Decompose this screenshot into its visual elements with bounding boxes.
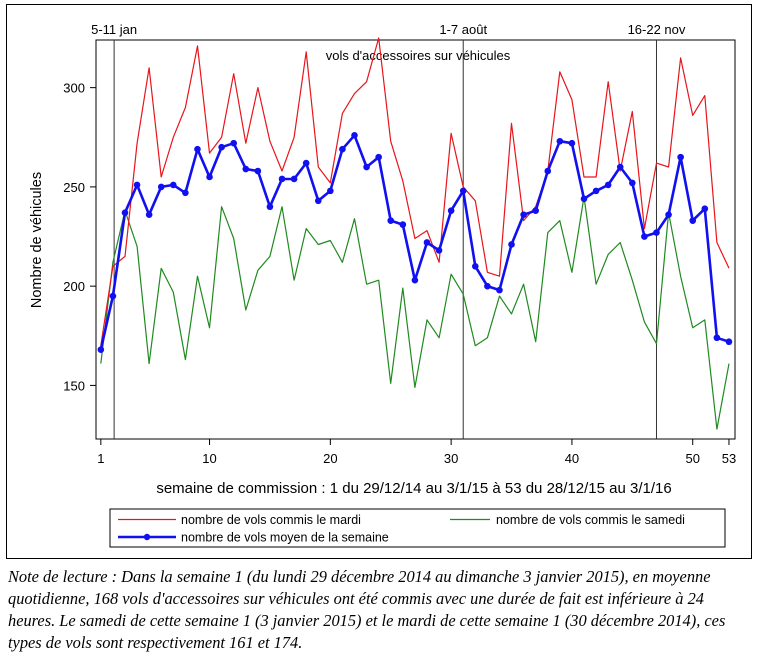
series-point <box>206 173 213 181</box>
x-tick-label: 53 <box>722 451 736 466</box>
series-point <box>508 241 515 248</box>
series-point <box>399 221 407 228</box>
series-point <box>242 165 250 173</box>
series-point <box>375 153 382 161</box>
y-tick-label: 300 <box>63 81 85 96</box>
series-point <box>459 187 467 195</box>
series-layer <box>97 37 733 430</box>
legend-label-moyenne: nombre de vols moyen de la semaine <box>181 531 389 545</box>
x-tick-label: 10 <box>202 451 216 466</box>
series-line-1 <box>100 196 730 430</box>
y-tick-label: 250 <box>63 180 85 195</box>
reference-label: 16-22 nov <box>628 22 686 37</box>
series-point <box>109 292 117 300</box>
y-tick-label: 200 <box>63 279 85 294</box>
series-point <box>471 262 479 270</box>
series-point <box>604 181 612 189</box>
series-point <box>387 217 395 224</box>
x-tick-label: 50 <box>685 451 699 466</box>
reading-note: Note de lecture : Dans la semaine 1 (du … <box>8 567 726 652</box>
legend-label-mardi: nombre de vols commis le mardi <box>181 513 361 527</box>
series-point <box>266 203 274 211</box>
series-point <box>194 145 201 153</box>
series-point <box>423 239 431 246</box>
x-tick-label: 20 <box>323 451 337 466</box>
y-axis-label: Nombre de véhicules <box>29 172 45 308</box>
series-point <box>677 153 684 161</box>
series-point <box>339 145 346 153</box>
series-point <box>314 197 322 205</box>
series-point <box>484 282 491 290</box>
series-point <box>254 167 262 175</box>
x-tick-label: 30 <box>444 451 458 466</box>
series-point <box>290 175 298 183</box>
reference-label: 5-11 jan <box>91 22 137 37</box>
series-point <box>121 209 129 217</box>
series-point <box>544 167 552 175</box>
series-point <box>278 175 286 183</box>
chart-title: vols d'accessoires sur véhicules <box>326 48 511 63</box>
series-line-0 <box>100 37 730 346</box>
series-point <box>351 131 358 139</box>
series-point <box>665 211 672 218</box>
series-point <box>411 276 419 284</box>
series-point <box>145 211 153 218</box>
series-point <box>327 187 334 195</box>
series-point <box>496 286 503 294</box>
series-point <box>701 205 709 213</box>
series-point <box>363 163 370 171</box>
series-point <box>629 179 636 187</box>
series-point <box>97 346 105 353</box>
series-point <box>230 139 238 147</box>
legend-marker-moyenne <box>143 533 151 541</box>
series-point <box>218 143 225 151</box>
series-point <box>568 139 576 147</box>
y-tick-label: 150 <box>63 378 85 393</box>
x-axis-label: semaine de commission : 1 du 29/12/14 au… <box>156 480 671 497</box>
series-point <box>556 137 564 145</box>
series-point <box>616 163 624 171</box>
y-axis: 150 200 250 300 <box>63 81 96 393</box>
series-point <box>580 195 588 203</box>
series-point <box>447 207 455 215</box>
series-point <box>725 338 733 346</box>
reference-label: 1-7 août <box>439 22 487 37</box>
plot-area <box>95 39 736 440</box>
series-point <box>520 211 527 218</box>
series-point <box>532 207 539 215</box>
x-axis: 1 10 20 30 40 50 53 <box>97 439 736 466</box>
x-tick-label: 1 <box>97 451 104 466</box>
legend-box <box>109 508 726 548</box>
series-point <box>435 247 443 254</box>
series-point <box>641 233 648 240</box>
series-point <box>689 217 697 224</box>
series-point <box>157 183 165 191</box>
series-point <box>592 187 600 195</box>
series-point <box>302 159 310 167</box>
series-point <box>182 189 189 197</box>
series-point <box>713 334 721 342</box>
series-point <box>170 181 177 189</box>
line-chart: vols d'accessoires sur véhicules 5-11 ja… <box>29 22 736 548</box>
reference-lines: 5-11 jan 1-7 août 16-22 nov <box>91 22 686 439</box>
series-point <box>133 181 141 189</box>
figure-frame <box>6 4 752 559</box>
series-line-2 <box>99 134 730 350</box>
legend-label-samedi: nombre de vols commis le samedi <box>496 513 685 527</box>
legend: nombre de vols commis le mardi nombre de… <box>109 508 726 548</box>
x-tick-label: 40 <box>565 451 579 466</box>
series-point <box>653 229 660 236</box>
